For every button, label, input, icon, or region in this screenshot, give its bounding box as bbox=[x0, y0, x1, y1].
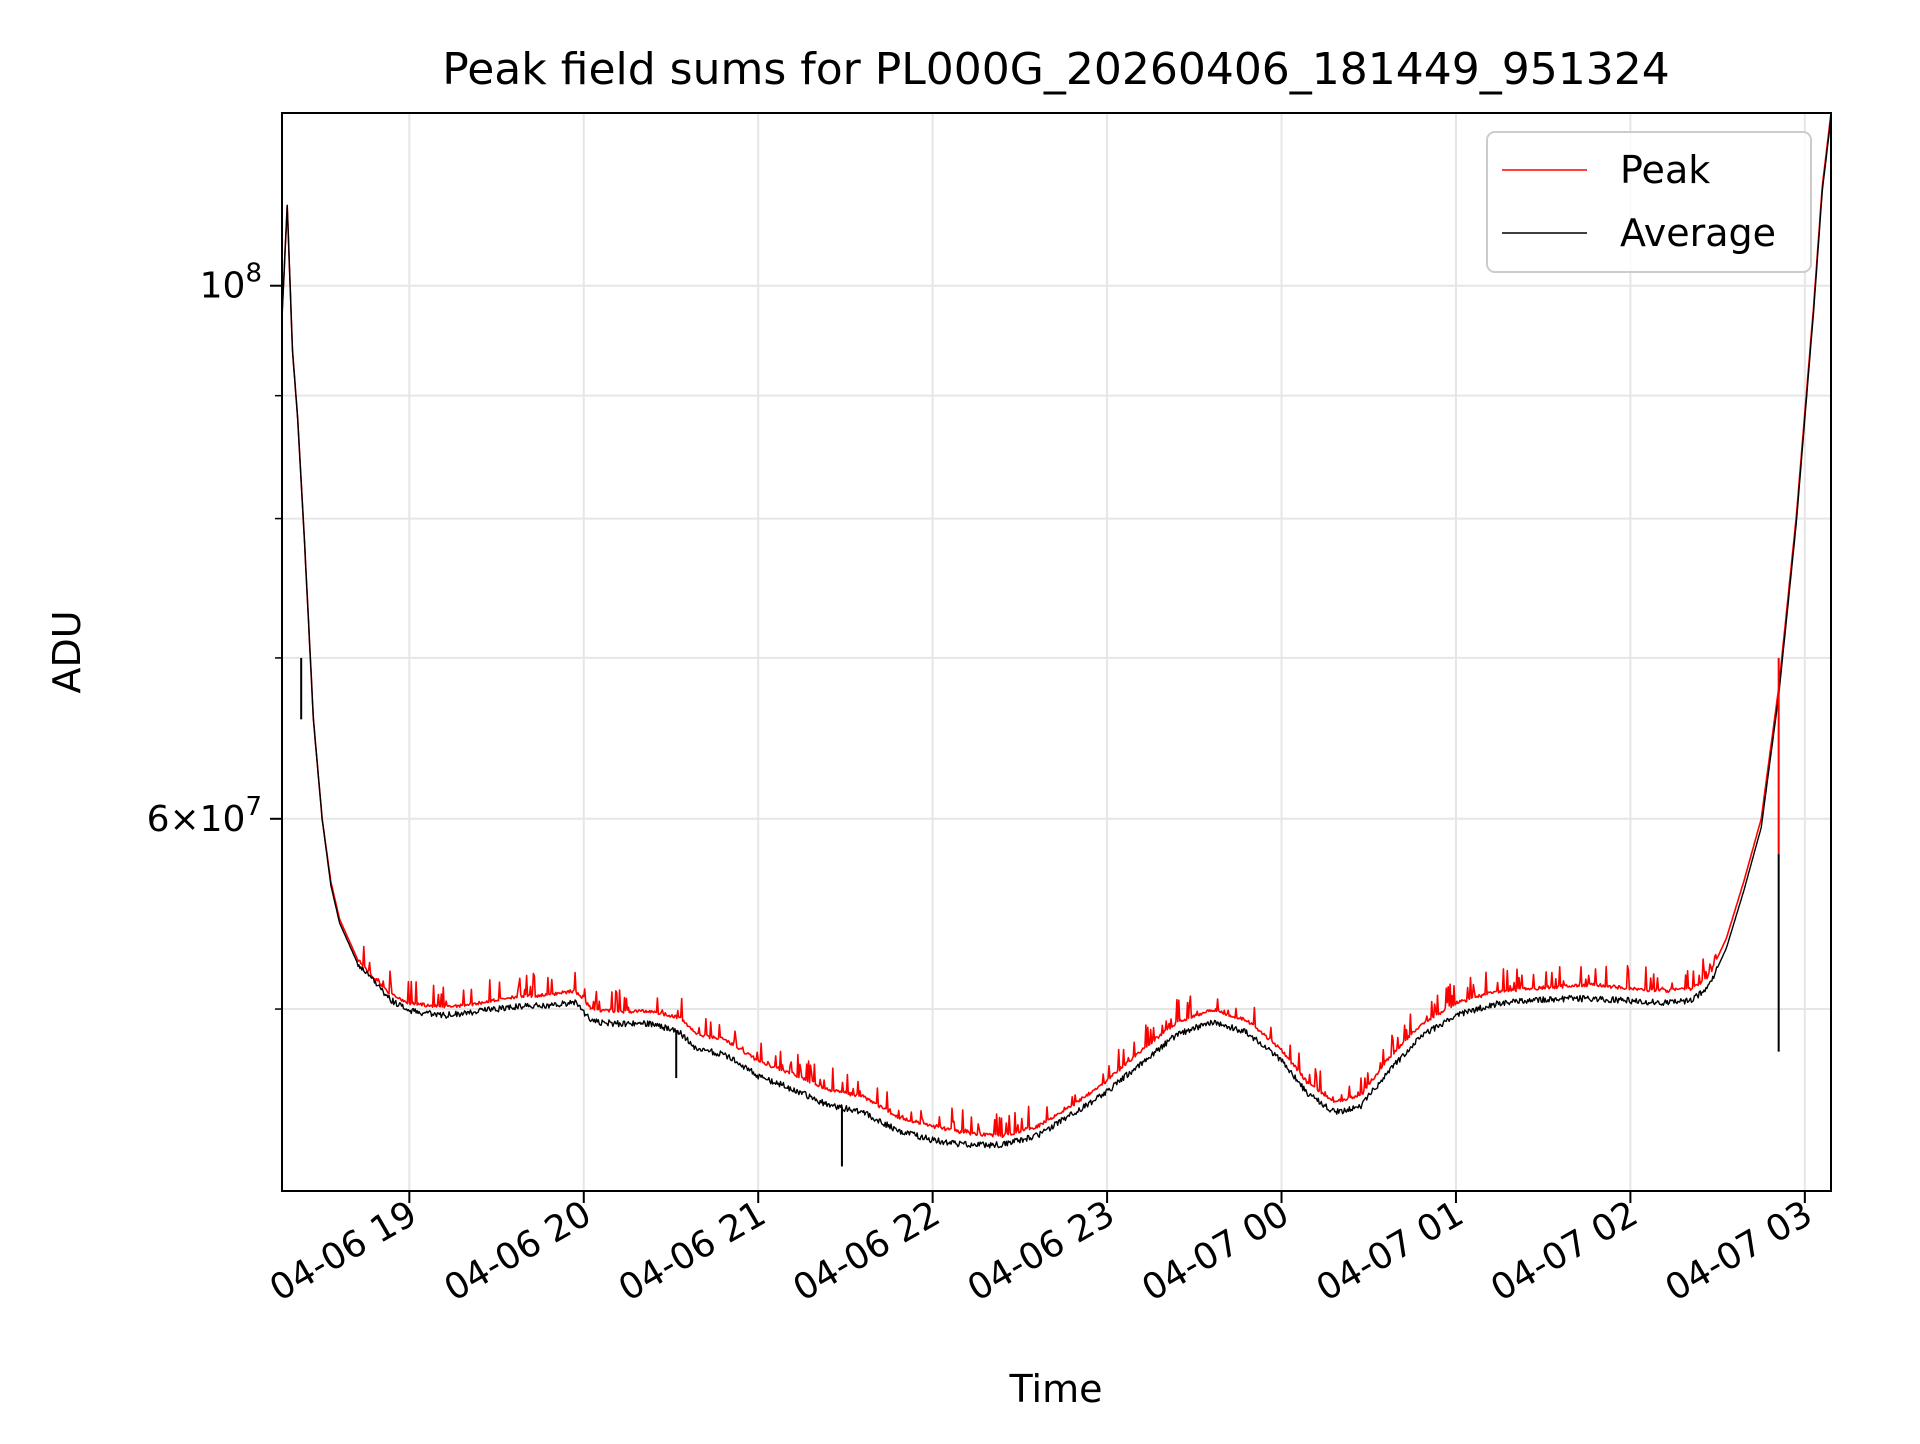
grid-layer bbox=[282, 113, 1831, 1191]
plot-area-frame bbox=[281, 112, 1832, 1192]
legend-box bbox=[1486, 131, 1812, 273]
x-axis-label: Time bbox=[1009, 1367, 1103, 1411]
y-tick-label-exponent: 8 bbox=[245, 259, 262, 289]
legend-peak-label: Peak bbox=[1620, 148, 1710, 192]
legend-average-label: Average bbox=[1620, 211, 1776, 255]
series-line-peak bbox=[281, 112, 1832, 1138]
chart-title: Peak field sums for PL000G_20260406_1814… bbox=[442, 44, 1669, 95]
y-axis-label: ADU bbox=[45, 610, 89, 693]
series-layer bbox=[281, 112, 1832, 1167]
y-tick-label: 108 bbox=[200, 259, 262, 307]
y-tick-label-base: 10 bbox=[200, 266, 246, 307]
series-line-average bbox=[281, 117, 1832, 1149]
y-tick-label-exponent: 7 bbox=[245, 792, 262, 822]
y-tick-label-base: 6×10 bbox=[147, 799, 246, 840]
y-tick-label: 6×107 bbox=[147, 792, 262, 840]
legend: Peak Average bbox=[1486, 131, 1812, 273]
